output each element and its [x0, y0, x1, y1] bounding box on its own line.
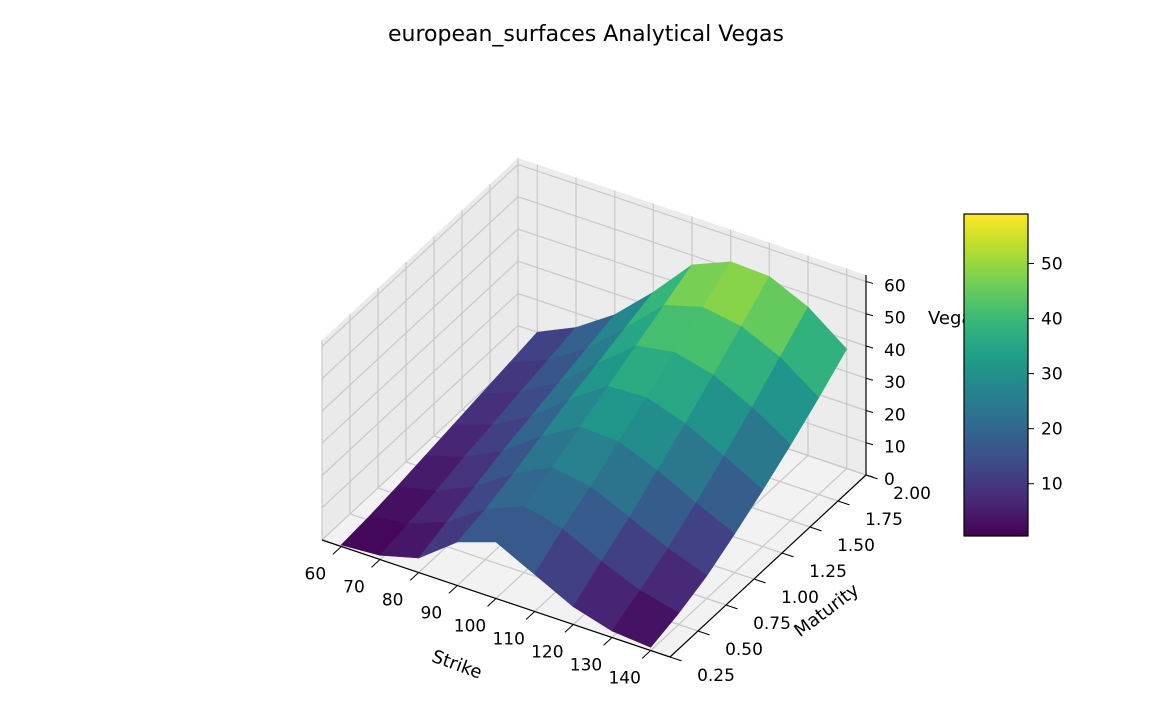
colorbar-tick-label: 50	[1041, 255, 1063, 275]
z-tick	[865, 410, 874, 413]
z-tick-label: 10	[884, 438, 906, 458]
colorbar: 10 20 30 40 50	[963, 213, 1063, 537]
z-tick-label: 30	[884, 373, 906, 393]
z-tick	[865, 377, 874, 381]
z-axis-label: Vega	[928, 308, 972, 329]
x-tick	[332, 546, 342, 555]
x-tick-label: 90	[421, 604, 443, 624]
z-tick-label: 50	[884, 309, 906, 329]
surface-patch	[611, 590, 680, 648]
y-tick-label: 1.25	[809, 562, 847, 582]
x-tick-label: 140	[608, 669, 640, 689]
x-tick	[409, 572, 420, 581]
x-tick	[525, 611, 536, 620]
x-tick-label: 120	[531, 643, 563, 663]
z-tick-label: 60	[884, 276, 906, 296]
x-tick	[371, 559, 381, 568]
z-grid-line	[321, 163, 867, 347]
y-tick	[809, 526, 822, 532]
y-tick-label: 1.00	[781, 588, 819, 608]
x-tick	[641, 650, 652, 659]
colorbar-scale	[963, 213, 1029, 537]
z-tick	[865, 345, 874, 349]
x-tick	[448, 585, 458, 594]
x-tick-label: 80	[382, 591, 404, 611]
z-tick-label: 0	[884, 470, 895, 490]
y-tick-label: 2.00	[893, 484, 931, 504]
chart-title: european_surfaces Analytical Vegas	[388, 22, 784, 47]
x-tick-label: 70	[343, 578, 365, 598]
y-tick	[837, 500, 850, 506]
y-tick-label: 0.75	[753, 614, 791, 634]
colorbar-tick-label: 10	[1041, 475, 1063, 495]
x-axis-label: Strike	[429, 646, 485, 683]
y-tick	[753, 578, 766, 584]
z-tick	[865, 313, 874, 317]
y-tick-label: 0.25	[697, 666, 735, 686]
y-tick-label: 0.50	[725, 640, 763, 660]
x-tick	[564, 624, 574, 633]
z-tick	[865, 280, 874, 284]
y-axis-line	[669, 474, 867, 658]
z-tick	[865, 442, 874, 446]
y-tick	[725, 604, 738, 610]
z-tick-label: 40	[884, 341, 906, 361]
z-tick	[865, 474, 874, 478]
x-tick	[603, 637, 613, 646]
x-tick-label: 100	[454, 617, 486, 637]
y-tick-label: 1.75	[865, 510, 903, 530]
colorbar-tick-label: 40	[1041, 310, 1063, 330]
y-tick	[669, 656, 682, 662]
y-tick	[697, 630, 710, 636]
colorbar-tick-label: 30	[1041, 365, 1063, 385]
colorbar-tick-label: 20	[1041, 420, 1063, 440]
y-tick-label: 1.50	[837, 536, 875, 556]
x-tick-label: 60	[305, 565, 327, 585]
vega-surface	[340, 261, 848, 648]
x-tick-label: 110	[492, 630, 524, 650]
x-tick	[487, 598, 497, 607]
left-pane	[322, 158, 518, 540]
z-tick-label: 20	[884, 405, 906, 425]
x-tick-label: 130	[570, 656, 602, 676]
y-tick	[781, 552, 794, 558]
